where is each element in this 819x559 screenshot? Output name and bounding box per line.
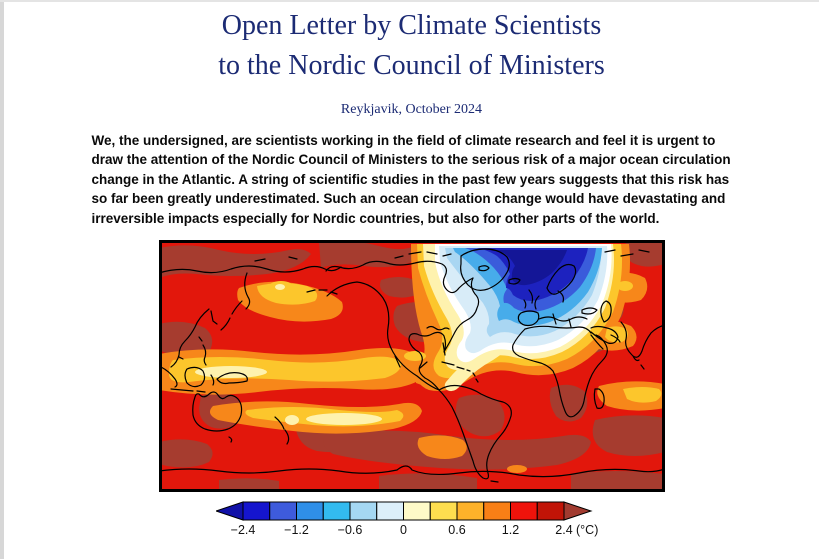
coast-yucatan-florida	[418, 342, 446, 369]
colorbar: −2.4 −1.2 −0.6 0 0.6 1.2 2.4 (°C)	[4, 495, 819, 537]
coast-iberia	[517, 310, 539, 327]
coast-india	[619, 321, 665, 370]
colorbar-segment	[322, 501, 350, 521]
colorbar-tick-label: 2.4	[555, 523, 572, 537]
coast-madagascar	[593, 388, 605, 410]
coast-new-zealand	[273, 416, 289, 445]
colorbar-segment	[482, 501, 511, 521]
dateline: Reykjavik, October 2024	[340, 102, 483, 117]
coast-philippines	[201, 344, 207, 366]
window-left-edge	[0, 0, 4, 559]
colorbar-segment	[402, 501, 431, 521]
coast-siberia	[158, 265, 342, 274]
map-frame	[158, 240, 665, 493]
coast-uk-ireland	[522, 289, 533, 309]
coast-hudson-arctic	[324, 251, 474, 294]
colorbar-segment	[536, 501, 564, 521]
world-anomaly-map	[158, 240, 665, 493]
colorbar-segment	[456, 501, 484, 521]
colorbar-right-arrow	[563, 501, 593, 521]
page-title-line1: Open Letter by Climate Scientists	[221, 10, 602, 41]
colorbar-tick-label: −2.4	[230, 523, 255, 537]
coast-blacksea-caspian	[580, 300, 612, 323]
coast-greenland	[459, 248, 510, 291]
colorbar-segment	[509, 501, 538, 521]
coast-scandinavia	[545, 263, 576, 303]
colorbar-tick-label: −1.2	[284, 523, 309, 537]
map-coastlines	[158, 248, 665, 483]
coast-australia	[191, 391, 242, 443]
colorbar-tick-label: 1.2	[501, 523, 518, 537]
coast-sumatra-java	[159, 366, 214, 393]
colorbar-segment	[375, 501, 404, 521]
colorbar-segment	[349, 501, 377, 521]
letter-body-paragraph: We, the undersigned, are scientists work…	[91, 133, 731, 226]
coast-north-america-west	[325, 281, 440, 391]
coast-japan	[219, 300, 243, 331]
coast-iceland	[507, 277, 521, 285]
coast-arctic-islands	[253, 249, 650, 262]
colorbar-segments	[242, 501, 564, 521]
coast-europe	[533, 295, 588, 328]
coast-arabia	[589, 325, 621, 345]
coast-china	[169, 308, 210, 368]
coast-africa	[511, 325, 608, 418]
colorbar-tick-label: −0.6	[337, 523, 362, 537]
colorbar-segment	[429, 501, 457, 521]
colorbar-tick-label: 0	[400, 523, 407, 537]
coast-new-guinea	[215, 372, 248, 385]
page-title-line2: to the Nordic Council of Ministers	[218, 50, 605, 81]
anomaly-map-figure: −2.4 −1.2 −0.6 0 0.6 1.2 2.4 (°C)	[4, 240, 819, 537]
coast-north-america-east	[407, 277, 479, 391]
coast-caribbean	[440, 361, 479, 383]
colorbar-segment	[268, 501, 297, 521]
letter-page: Open Letter by Climate Scientists to the…	[4, 2, 819, 537]
coast-borneo	[183, 366, 205, 388]
colorbar-left-arrow	[215, 501, 243, 521]
colorbar-unit-label: (°C)	[576, 523, 598, 537]
page-title: Open Letter by Climate Scientists to the…	[4, 6, 819, 86]
colorbar-segment	[295, 501, 324, 521]
coast-antarctica	[158, 465, 665, 478]
colorbar-svg: −2.4 −1.2 −0.6 0 0.6 1.2 2.4 (°C)	[215, 501, 598, 537]
coast-south-america	[437, 384, 512, 483]
coast-great-lakes	[425, 325, 450, 331]
colorbar-tick-label: 0.6	[448, 523, 465, 537]
coast-korea	[209, 310, 218, 325]
map-cold-blob-deep-navy	[488, 250, 567, 286]
window-top-edge	[0, 0, 819, 2]
colorbar-segment	[242, 501, 270, 521]
coast-okhotsk	[243, 272, 250, 310]
coast-taiwan-hainan	[177, 336, 203, 360]
